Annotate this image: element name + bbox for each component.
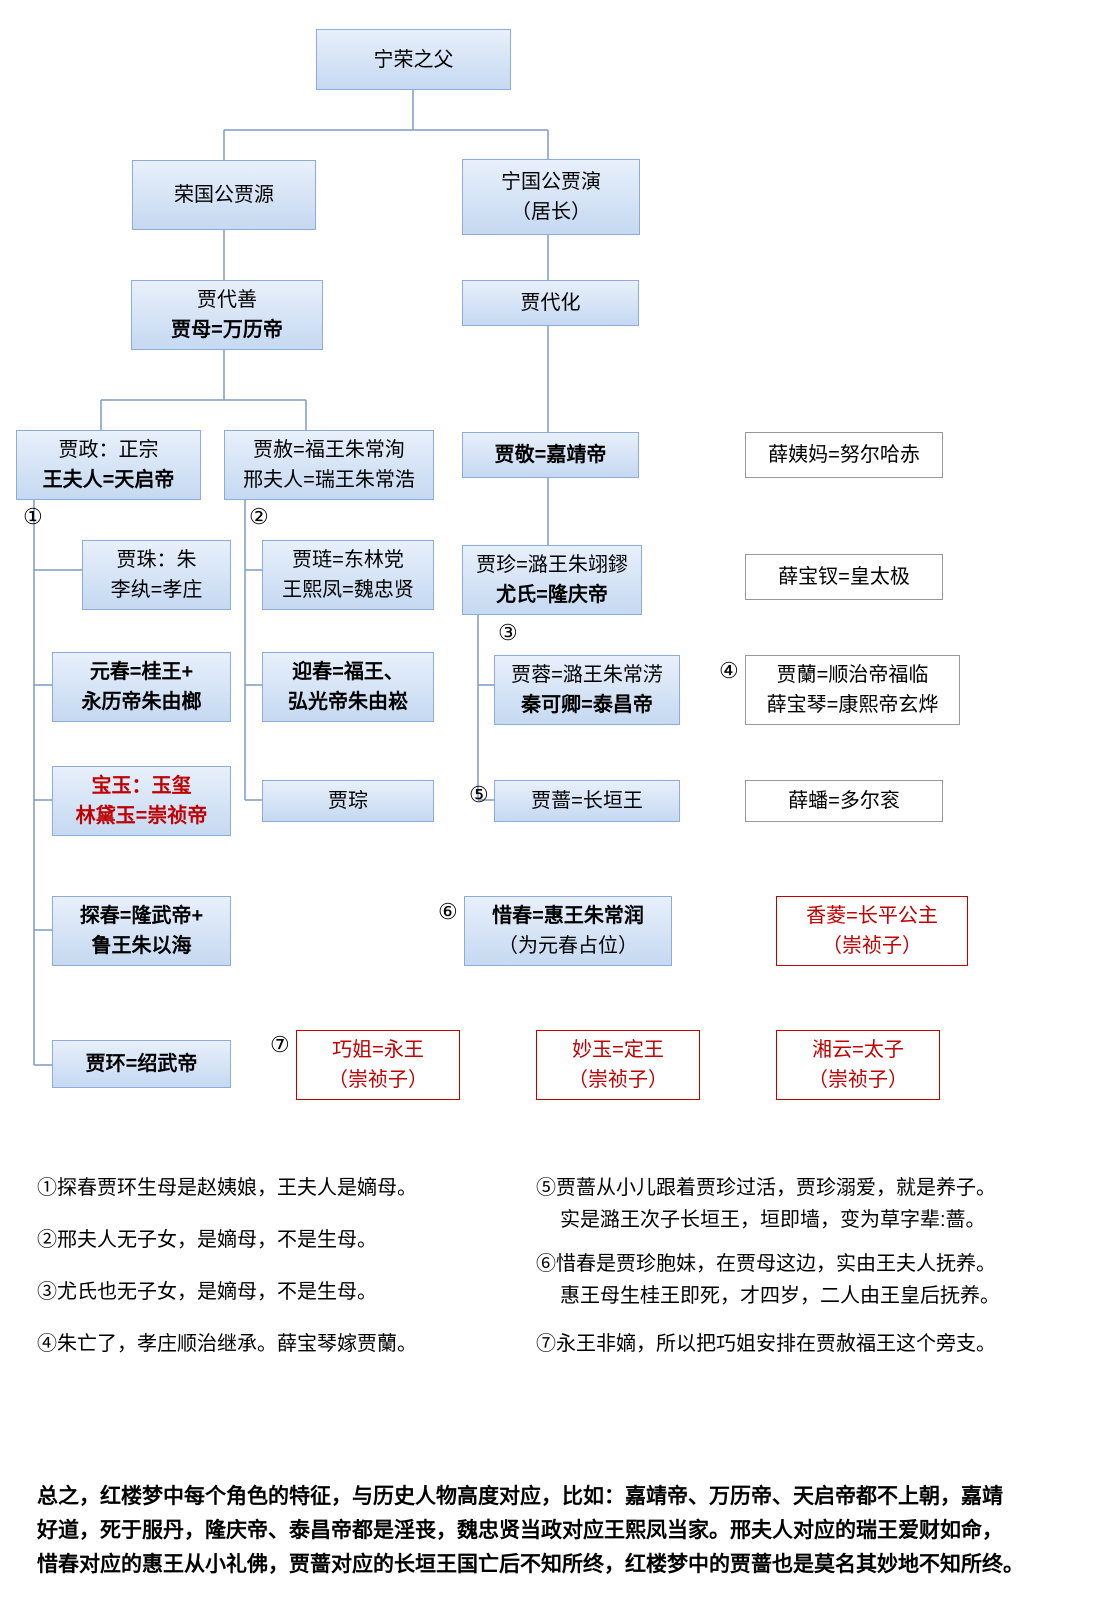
- daihua: 贾代化: [462, 280, 639, 326]
- circled-4: ④: [719, 658, 739, 684]
- note-5b: 实是潞王次子长垣王，垣即墙，变为草字辈:蔷。: [560, 1204, 986, 1236]
- summary-2: 好道，死于服丹，隆庆帝、泰昌帝都是淫丧，魏忠贤当政对应王熙凤当家。邢夫人对应的瑞…: [37, 1514, 1003, 1548]
- jiaqiang: 贾蔷=长垣王: [494, 780, 680, 822]
- tanchun: 探春=隆武帝+ 鲁王朱以海: [52, 896, 231, 966]
- jialian: 贾琏=东林党 王熙凤=魏忠贤: [262, 540, 434, 610]
- jiarong: 贾蓉=潞王朱常淓 秦可卿=泰昌帝: [494, 655, 680, 725]
- jiacong: 贾琮: [262, 780, 434, 822]
- xueyima: 薛姨妈=努尔哈赤: [745, 432, 943, 478]
- jiajing: 贾敬=嘉靖帝: [462, 432, 639, 478]
- xiangyun: 湘云=太子 （崇祯子）: [776, 1030, 940, 1100]
- daishan: 贾代善 贾母=万历帝: [131, 280, 323, 350]
- note-5a: ⑤贾蔷从小儿跟着贾珍过活，贾珍溺爱，就是养子。: [536, 1172, 996, 1204]
- jiahuan: 贾环=绍武帝: [52, 1040, 231, 1088]
- circled-5: ⑤: [469, 782, 489, 808]
- yuanchun: 元春=桂王+ 永历帝朱由榔: [52, 652, 231, 722]
- baochai: 薛宝钗=皇太极: [745, 554, 943, 600]
- baoyu: 宝玉：玉玺 林黛玉=崇祯帝: [52, 766, 231, 836]
- xuepan: 薛蟠=多尔衮: [745, 780, 943, 822]
- note-2: ②邢夫人无子女，是嫡母，不是生母。: [37, 1224, 377, 1256]
- rong-duke: 荣国公贾源: [132, 160, 316, 230]
- jiazheng: 贾政：正宗 王夫人=天启帝: [16, 430, 201, 500]
- note-4: ④朱亡了，孝庄顺治继承。薛宝琴嫁贾蘭。: [37, 1328, 417, 1360]
- jialan: 贾蘭=顺治帝福临 薛宝琴=康熙帝玄烨: [745, 655, 960, 725]
- yingchun: 迎春=福王、 弘光帝朱由崧: [262, 652, 434, 722]
- qiaojie: 巧姐=永王 （崇祯子）: [296, 1030, 460, 1100]
- circled-2: ②: [249, 504, 269, 530]
- jiashe: 贾赦=福王朱常洵 邢夫人=瑞王朱常浩: [224, 430, 434, 500]
- ning-duke: 宁国公贾演 （居长）: [462, 159, 640, 235]
- note-6b: 惠王母生桂王即死，才四岁，二人由王皇后抚养。: [560, 1280, 1000, 1312]
- note-7: ⑦永王非嫡，所以把巧姐安排在贾赦福王这个旁支。: [536, 1328, 996, 1360]
- miaoyu: 妙玉=定王 （崇祯子）: [536, 1030, 700, 1100]
- circled-7: ⑦: [270, 1032, 290, 1058]
- jiazhen: 贾珍=潞王朱翊鏐 尤氏=隆庆帝: [462, 545, 642, 615]
- root-label: 宁荣之父: [374, 45, 454, 75]
- note-3: ③尤氏也无子女，是嫡母，不是生母。: [37, 1276, 377, 1308]
- circled-6: ⑥: [438, 899, 458, 925]
- note-1: ①探春贾环生母是赵姨娘，王夫人是嫡母。: [37, 1172, 417, 1204]
- summary-3: 惜春对应的惠王从小礼佛，贾蔷对应的长垣王国亡后不知所终，红楼梦中的贾蔷也是莫名其…: [37, 1548, 1024, 1582]
- jiazhu: 贾珠：朱 李纨=孝庄: [82, 540, 231, 610]
- xichun: 惜春=惠王朱常润 （为元春占位）: [464, 896, 672, 966]
- xiangling: 香菱=长平公主 （崇祯子）: [776, 896, 968, 966]
- note-6a: ⑥惜春是贾珍胞妹，在贾母这边，实由王夫人抚养。: [536, 1248, 996, 1280]
- root-node: 宁荣之父: [316, 29, 511, 90]
- circled-3: ③: [498, 620, 518, 646]
- summary-1: 总之，红楼梦中每个角色的特征，与历史人物高度对应，比如：嘉靖帝、万历帝、天启帝都…: [37, 1480, 1003, 1514]
- circled-1: ①: [23, 504, 43, 530]
